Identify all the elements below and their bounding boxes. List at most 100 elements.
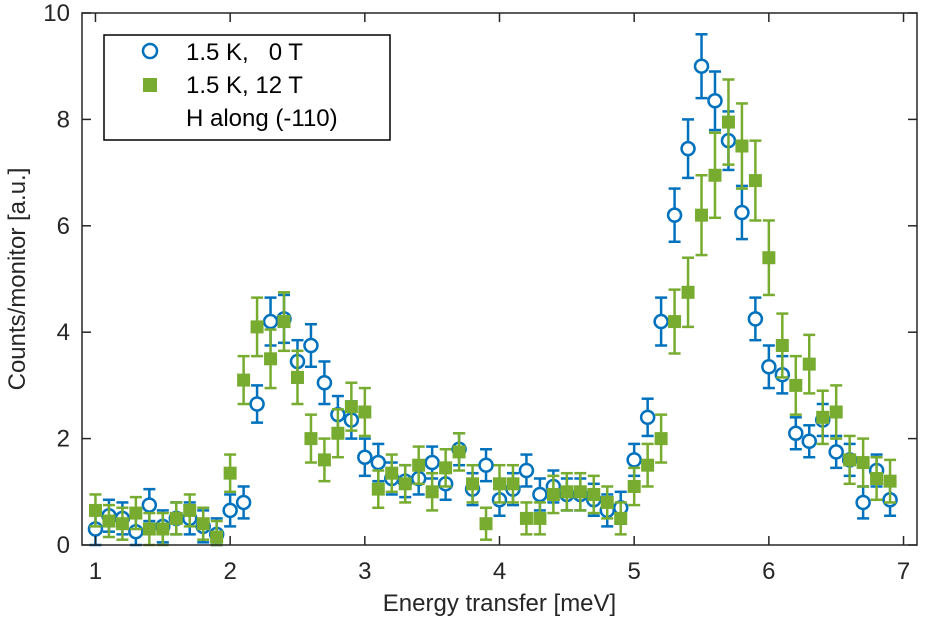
data-point-square — [789, 378, 803, 392]
data-point-square — [735, 139, 749, 153]
data-point-square — [681, 285, 695, 299]
x-tick-label: 3 — [358, 558, 371, 585]
legend-note: H along (-110) — [186, 105, 338, 132]
y-tick-label: 8 — [57, 106, 70, 133]
data-point-square — [829, 405, 843, 419]
data-point-square — [870, 472, 884, 485]
data-point-circle — [707, 93, 723, 109]
data-point-square — [277, 315, 291, 329]
data-point-square — [802, 357, 816, 371]
data-point-circle — [303, 337, 319, 354]
y-axis-label: Counts/monitor [a.u.] — [4, 168, 31, 391]
data-point-circle — [761, 359, 777, 375]
data-point-circle — [693, 58, 710, 74]
y-tick-label: 4 — [57, 319, 70, 346]
legend-marker-open-circle — [141, 42, 159, 60]
data-point-circle — [478, 457, 494, 473]
data-point-circle — [828, 444, 844, 460]
data-point-circle — [141, 497, 158, 513]
data-point-square — [708, 168, 722, 182]
data-point-square — [358, 405, 372, 419]
data-point-square — [102, 514, 116, 528]
data-point-circle — [316, 374, 333, 391]
data-point-square — [654, 432, 668, 446]
data-point-square — [695, 208, 709, 222]
data-point-square — [587, 487, 601, 501]
data-point-square — [641, 458, 655, 472]
data-point-square — [439, 461, 453, 475]
legend-marker-filled-square — [143, 78, 157, 92]
y-tick-label: 2 — [57, 426, 70, 453]
data-point-square — [843, 453, 857, 467]
data-point-square — [479, 517, 493, 531]
data-point-square — [385, 466, 399, 480]
data-point-circle — [518, 462, 535, 479]
data-point-square — [627, 479, 641, 493]
legend: 1.5 K, 0 T 1.5 K, 12 T H along (-110) — [103, 34, 391, 141]
data-point-square — [452, 445, 466, 459]
data-point-square — [412, 458, 426, 472]
data-point-square — [129, 506, 143, 520]
data-point-square — [196, 517, 210, 531]
data-point-circle — [747, 311, 764, 327]
y-tick-label: 0 — [57, 532, 70, 559]
data-point-circle — [666, 207, 683, 223]
x-axis-label: Energy transfer [meV] — [383, 590, 616, 617]
data-point-circle — [222, 502, 238, 519]
data-point-square — [142, 522, 156, 536]
data-point-square — [331, 426, 345, 440]
y-tick-label: 10 — [43, 0, 70, 27]
data-point-circle — [235, 494, 252, 511]
data-point-square — [748, 174, 762, 188]
data-point-circle — [801, 433, 818, 450]
data-point-square — [668, 315, 682, 329]
data-point-square — [519, 511, 533, 525]
data-point-circle — [680, 140, 696, 157]
x-tick-label: 6 — [762, 558, 775, 585]
x-tick-label: 1 — [89, 558, 102, 585]
data-point-square — [533, 511, 547, 525]
data-point-square — [600, 495, 614, 509]
x-tick-label: 7 — [897, 558, 910, 585]
legend-label-0t: 1.5 K, 0 T — [186, 39, 303, 66]
data-point-square — [237, 373, 251, 387]
data-point-circle — [262, 313, 279, 330]
data-point-square — [883, 474, 897, 488]
data-point-circle — [249, 396, 265, 412]
data-point-square — [493, 477, 506, 491]
data-point-square — [721, 115, 735, 129]
data-point-circle — [357, 449, 373, 465]
data-point-circle — [788, 425, 804, 442]
data-point-square — [264, 352, 278, 366]
data-point-square — [88, 503, 102, 517]
tick-layer: 1 2 3 4 5 6 7 0 2 4 6 8 10 — [43, 0, 917, 585]
data-point-square — [560, 485, 574, 499]
data-point-circle — [734, 204, 750, 221]
data-point-square — [816, 410, 830, 424]
data-point-circle — [370, 454, 387, 471]
data-point-square — [762, 251, 776, 265]
data-point-circle — [653, 313, 669, 330]
data-point-square — [398, 477, 412, 491]
data-point-square — [156, 522, 170, 536]
data-point-square — [250, 320, 264, 334]
data-point-square — [223, 466, 237, 480]
data-point-square — [183, 503, 197, 517]
y-tick-label: 6 — [57, 213, 70, 240]
data-point-square — [210, 530, 224, 544]
series-filled-square — [88, 78, 897, 547]
data-point-square — [317, 453, 331, 467]
data-point-circle — [424, 454, 440, 471]
data-point-square — [371, 482, 385, 496]
data-point-circle — [532, 486, 548, 503]
data-point-square — [856, 456, 870, 470]
data-point-square — [546, 487, 560, 501]
data-point-square — [425, 485, 439, 499]
data-point-square — [506, 477, 520, 491]
data-point-square — [115, 517, 129, 531]
x-tick-label: 5 — [627, 558, 640, 585]
data-point-square — [169, 511, 183, 525]
data-point-circle — [855, 494, 871, 511]
legend-label-12t: 1.5 K, 12 T — [186, 72, 303, 99]
